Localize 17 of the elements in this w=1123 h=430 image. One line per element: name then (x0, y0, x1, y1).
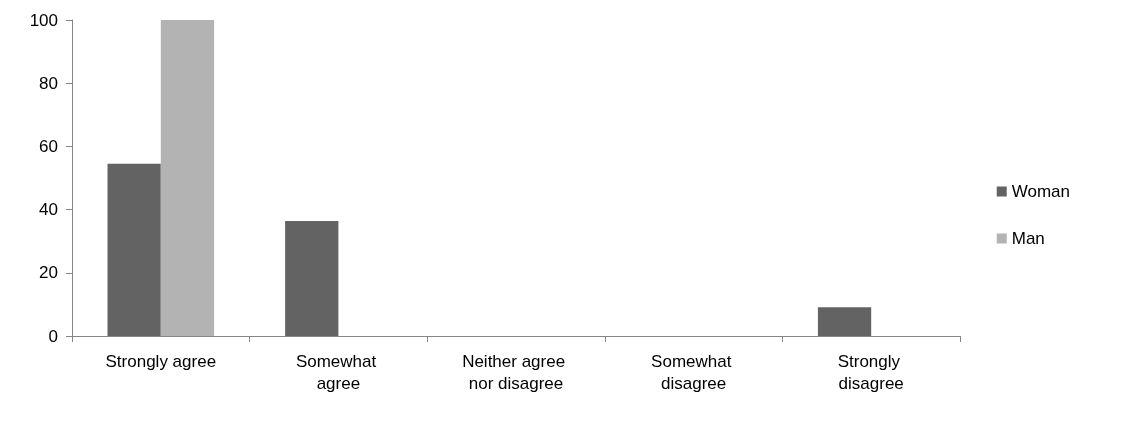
legend-label: Woman (1011, 182, 1070, 201)
y-tick-label: 80 (39, 73, 58, 93)
y-tick-label: 60 (39, 136, 58, 156)
legend-label: Man (1011, 229, 1045, 248)
y-tick-label: 100 (29, 10, 58, 30)
x-tick-label: Somewhat agree (295, 351, 381, 393)
x-tick-label: Somewhat disagree (651, 351, 737, 393)
y-tick-label: 0 (48, 326, 58, 346)
y-tick-label: 40 (39, 200, 58, 220)
x-tick-label: Strongly disagree (837, 351, 905, 393)
x-tick-label: Neither agree nor disagree (462, 351, 570, 393)
x-tick-label: Strongly agree (105, 351, 217, 371)
y-tick-label: 20 (39, 263, 58, 283)
bar (817, 307, 872, 336)
bar (107, 163, 161, 336)
bar (285, 220, 339, 336)
bar (160, 20, 215, 336)
